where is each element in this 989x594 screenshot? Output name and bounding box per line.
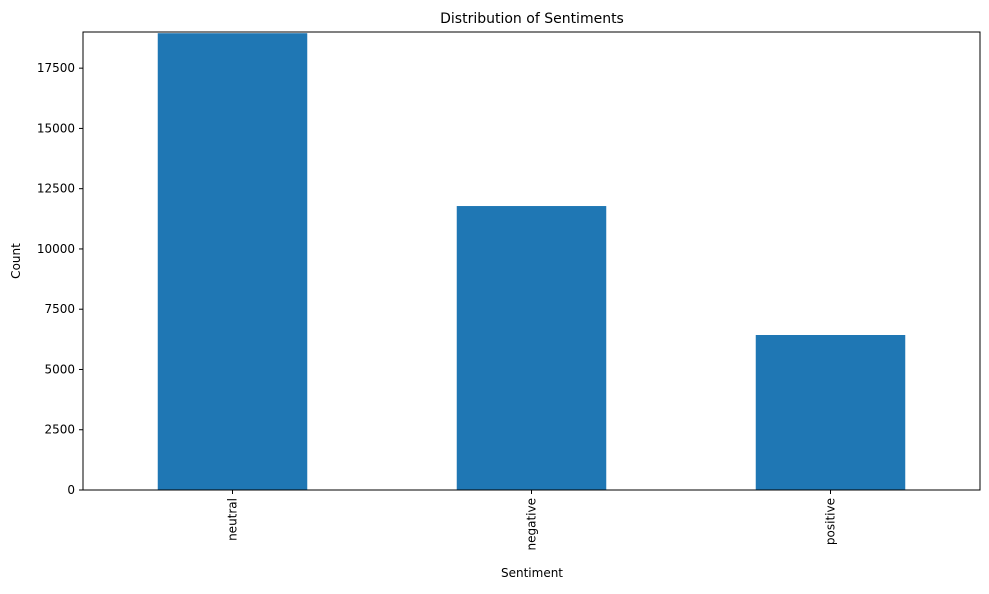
- bar-positive: [755, 335, 906, 490]
- x-tick-label: negative: [525, 498, 539, 550]
- bars-layer: [157, 33, 906, 491]
- x-tick-label: neutral: [226, 498, 240, 541]
- y-tick-label: 5000: [44, 362, 75, 376]
- y-tick-label: 12500: [37, 182, 75, 196]
- plot-frame: [82, 31, 981, 491]
- y-tick-label: 7500: [44, 302, 75, 316]
- y-tick-label: 15000: [37, 121, 75, 135]
- y-axis: 0 2500 5000 7500 10000 12500 15000 17500: [37, 61, 83, 497]
- x-tick-label: positive: [824, 498, 838, 545]
- y-tick-label: 17500: [37, 61, 75, 75]
- y-tick-label: 10000: [37, 242, 75, 256]
- chart-title: Distribution of Sentiments: [440, 11, 624, 27]
- x-axis: neutral negative positive: [226, 490, 838, 550]
- y-tick-label: 2500: [44, 423, 75, 437]
- y-axis-label: Count: [9, 243, 23, 279]
- y-tick-label: 0: [67, 483, 75, 497]
- bar-negative: [456, 206, 607, 491]
- x-axis-label: Sentiment: [501, 566, 563, 580]
- bar-neutral: [157, 33, 308, 490]
